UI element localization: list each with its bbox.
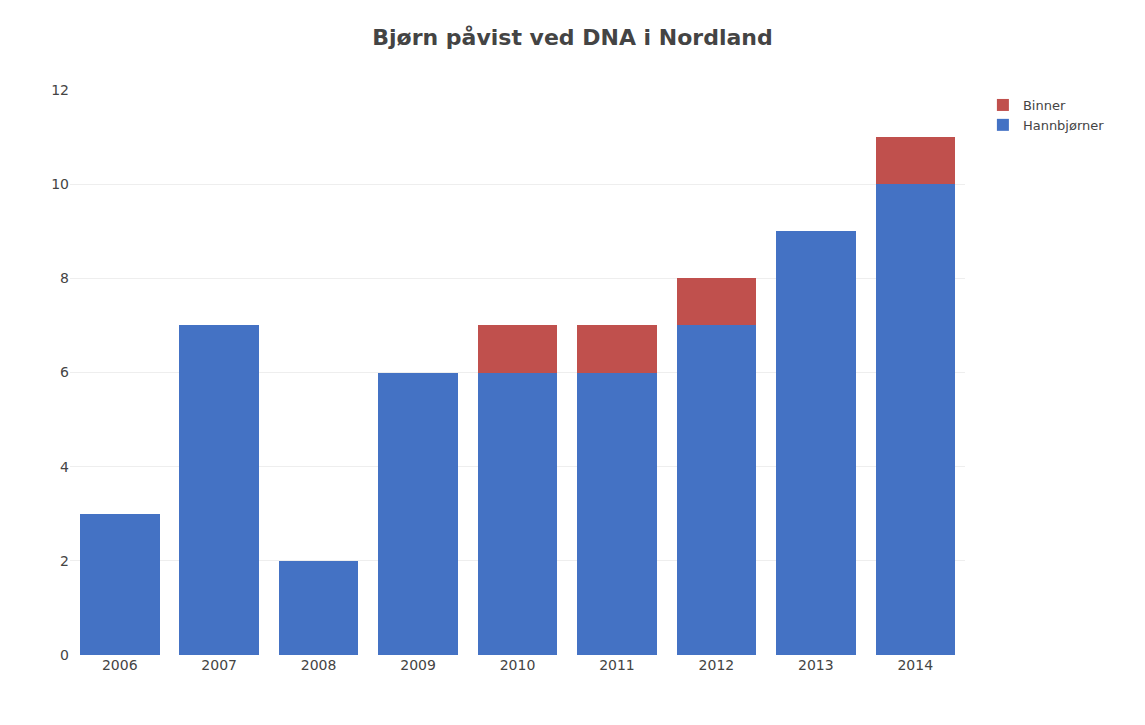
svg-text:2007: 2007 [201, 657, 237, 673]
svg-text:4: 4 [60, 459, 69, 475]
svg-text:2008: 2008 [301, 657, 337, 673]
svg-text:0: 0 [60, 647, 69, 663]
svg-text:2013: 2013 [798, 657, 834, 673]
svg-text:Binner: Binner [1023, 98, 1066, 113]
svg-text:Hannbjørner: Hannbjørner [1023, 118, 1104, 133]
svg-text:12: 12 [51, 82, 69, 98]
svg-text:2011: 2011 [599, 657, 635, 673]
svg-text:10: 10 [51, 176, 69, 192]
svg-text:2006: 2006 [102, 657, 138, 673]
svg-text:Bjørn påvist ved DNA i Nordlan: Bjørn påvist ved DNA i Nordland [372, 25, 773, 50]
svg-text:6: 6 [60, 364, 69, 380]
svg-text:8: 8 [60, 270, 69, 286]
svg-text:2014: 2014 [897, 657, 933, 673]
svg-text:2010: 2010 [500, 657, 536, 673]
svg-text:2: 2 [60, 553, 69, 569]
svg-text:2012: 2012 [699, 657, 735, 673]
svg-text:2009: 2009 [400, 657, 436, 673]
